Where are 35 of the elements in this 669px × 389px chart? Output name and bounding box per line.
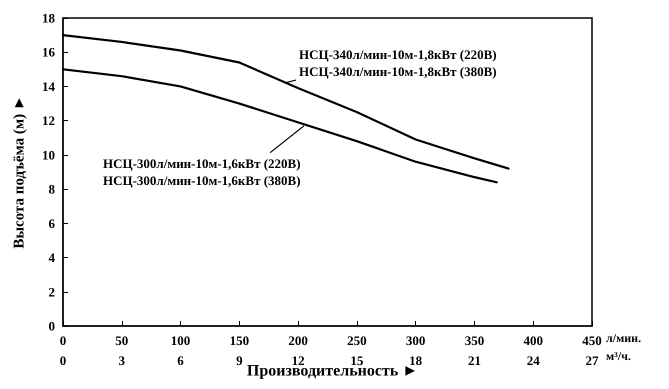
x2-tick-label: 12 <box>292 353 305 368</box>
x2-axis-title: м³/ч. <box>606 349 631 363</box>
x-tick-label: 200 <box>288 333 308 348</box>
x-tick-label: 50 <box>115 333 128 348</box>
y-tick-label: 12 <box>42 113 55 128</box>
x2-tick-label: 3 <box>118 353 126 368</box>
x2-tick-label: 6 <box>177 353 184 368</box>
x2-tick-label: 18 <box>409 353 423 368</box>
y-tick-label: 14 <box>42 78 56 94</box>
y-tick-label: 2 <box>48 284 55 300</box>
y-tick-label: 10 <box>42 147 55 162</box>
x-tick-label: 100 <box>170 333 190 348</box>
y-axis-title: Высота подъёма (м) ► <box>12 95 28 249</box>
y-tick-label: 18 <box>42 10 56 26</box>
text: л/мин. <box>606 331 642 345</box>
x-tick-label: 150 <box>230 333 250 348</box>
y-tick-label: 0 <box>48 318 55 334</box>
x2-tick-label: 0 <box>60 353 66 368</box>
x-tick-label: 300 <box>406 333 426 348</box>
y-tick-label: 6 <box>48 216 56 231</box>
annotation: НСЦ-340л/мин-10м-1,8кВт (220В) НСЦ-340л/мин-10м-1,8кВт (380В) <box>299 47 497 80</box>
x-tick-label: 350 <box>464 333 484 348</box>
x2-tick-label: 15 <box>350 353 364 368</box>
x2-tick-label: 21 <box>468 353 481 368</box>
x-tick-label: 250 <box>347 333 367 348</box>
y-tick-label: 8 <box>48 182 56 197</box>
y-tick-label: 4 <box>48 250 56 266</box>
x2-tick-label: 27 <box>586 353 599 368</box>
x2-tick-label: 24 <box>526 353 540 368</box>
annotation: НСЦ-300л/мин-10м-1,6кВт (220В) НСЦ-300л/мин-10м-1,6кВт (380В) <box>102 156 301 188</box>
x-tick-label: 450 <box>582 333 602 348</box>
x-tick-label: 0 <box>60 333 66 348</box>
y-tick-label: 16 <box>42 44 56 60</box>
x-tick-label: 400 <box>523 333 543 348</box>
x2-tick-label: 9 <box>236 353 244 368</box>
